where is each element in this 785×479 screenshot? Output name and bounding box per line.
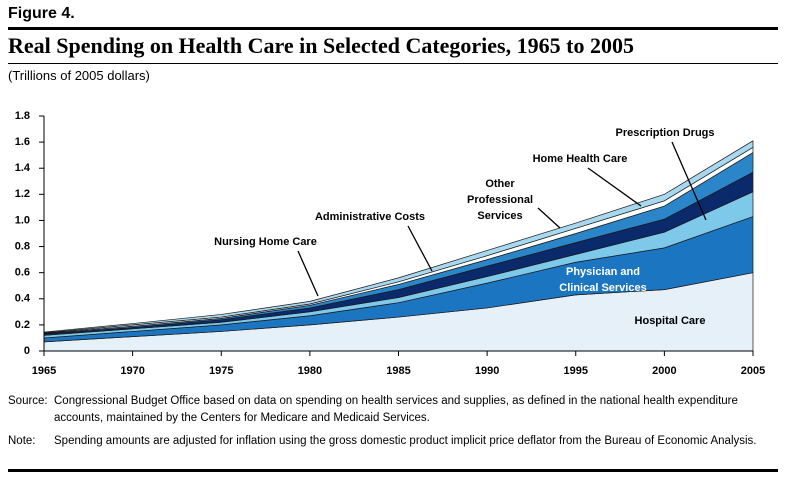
x-tick-label: 1975 (209, 365, 233, 377)
x-tick-label: 1980 (298, 365, 322, 377)
y-tick-label: 0.2 (15, 319, 30, 331)
x-tick-label: 1990 (475, 365, 499, 377)
x-tick-label: 1985 (386, 365, 410, 377)
note-text: Congressional Budget Office based on dat… (54, 395, 738, 424)
y-tick-label: 1.8 (15, 110, 30, 122)
title-rule (8, 63, 778, 64)
figure-label: Figure 4. (8, 5, 75, 22)
y-tick-label: 1.4 (15, 162, 31, 174)
x-tick-label: 1995 (564, 365, 588, 377)
bottom-rule (8, 469, 778, 472)
note-label: Note: (8, 435, 36, 447)
chart-title: Real Spending on Health Care in Selected… (8, 33, 634, 58)
series-annotation: Hospital Care (634, 315, 706, 327)
series-annotation: Other Professional Services (466, 178, 534, 222)
y-tick-label: 1.6 (15, 136, 30, 148)
annotation-arrow (587, 167, 642, 207)
annotation-arrow (537, 207, 561, 229)
y-tick-label: 0.4 (15, 293, 31, 305)
y-tick-label: 0.8 (15, 240, 30, 252)
x-tick-label: 1965 (32, 365, 56, 377)
annotation-arrow (297, 250, 319, 297)
note: Source: Congressional Budget Office based… (8, 393, 776, 427)
y-tick-label: 0.6 (15, 267, 30, 279)
annotation-arrow (407, 225, 433, 272)
series-annotation: Prescription Drugs (615, 127, 715, 139)
x-tick-label: 2000 (652, 365, 676, 377)
x-tick-label: 2005 (741, 365, 765, 377)
chart-subtitle: (Trillions of 2005 dollars) (8, 68, 150, 83)
y-tick-label: 0 (24, 345, 30, 357)
series-annotation: Administrative Costs (314, 211, 426, 223)
y-tick-label: 1.2 (15, 188, 30, 200)
x-tick-label: 1970 (120, 365, 144, 377)
annotation-arrow (671, 141, 707, 221)
top-rule (8, 27, 778, 30)
series-annotation: Home Health Care (532, 153, 628, 165)
area (43, 140, 754, 334)
note-label: Source: (8, 395, 48, 407)
series-annotation: Physician and Clinical Services (559, 266, 647, 294)
note: Note: Spending amounts are adjusted for i… (8, 433, 776, 450)
y-tick-label: 1.0 (15, 214, 30, 226)
series-annotation: Nursing Home Care (214, 236, 317, 248)
note-text: Spending amounts are adjusted for inflat… (54, 435, 757, 447)
